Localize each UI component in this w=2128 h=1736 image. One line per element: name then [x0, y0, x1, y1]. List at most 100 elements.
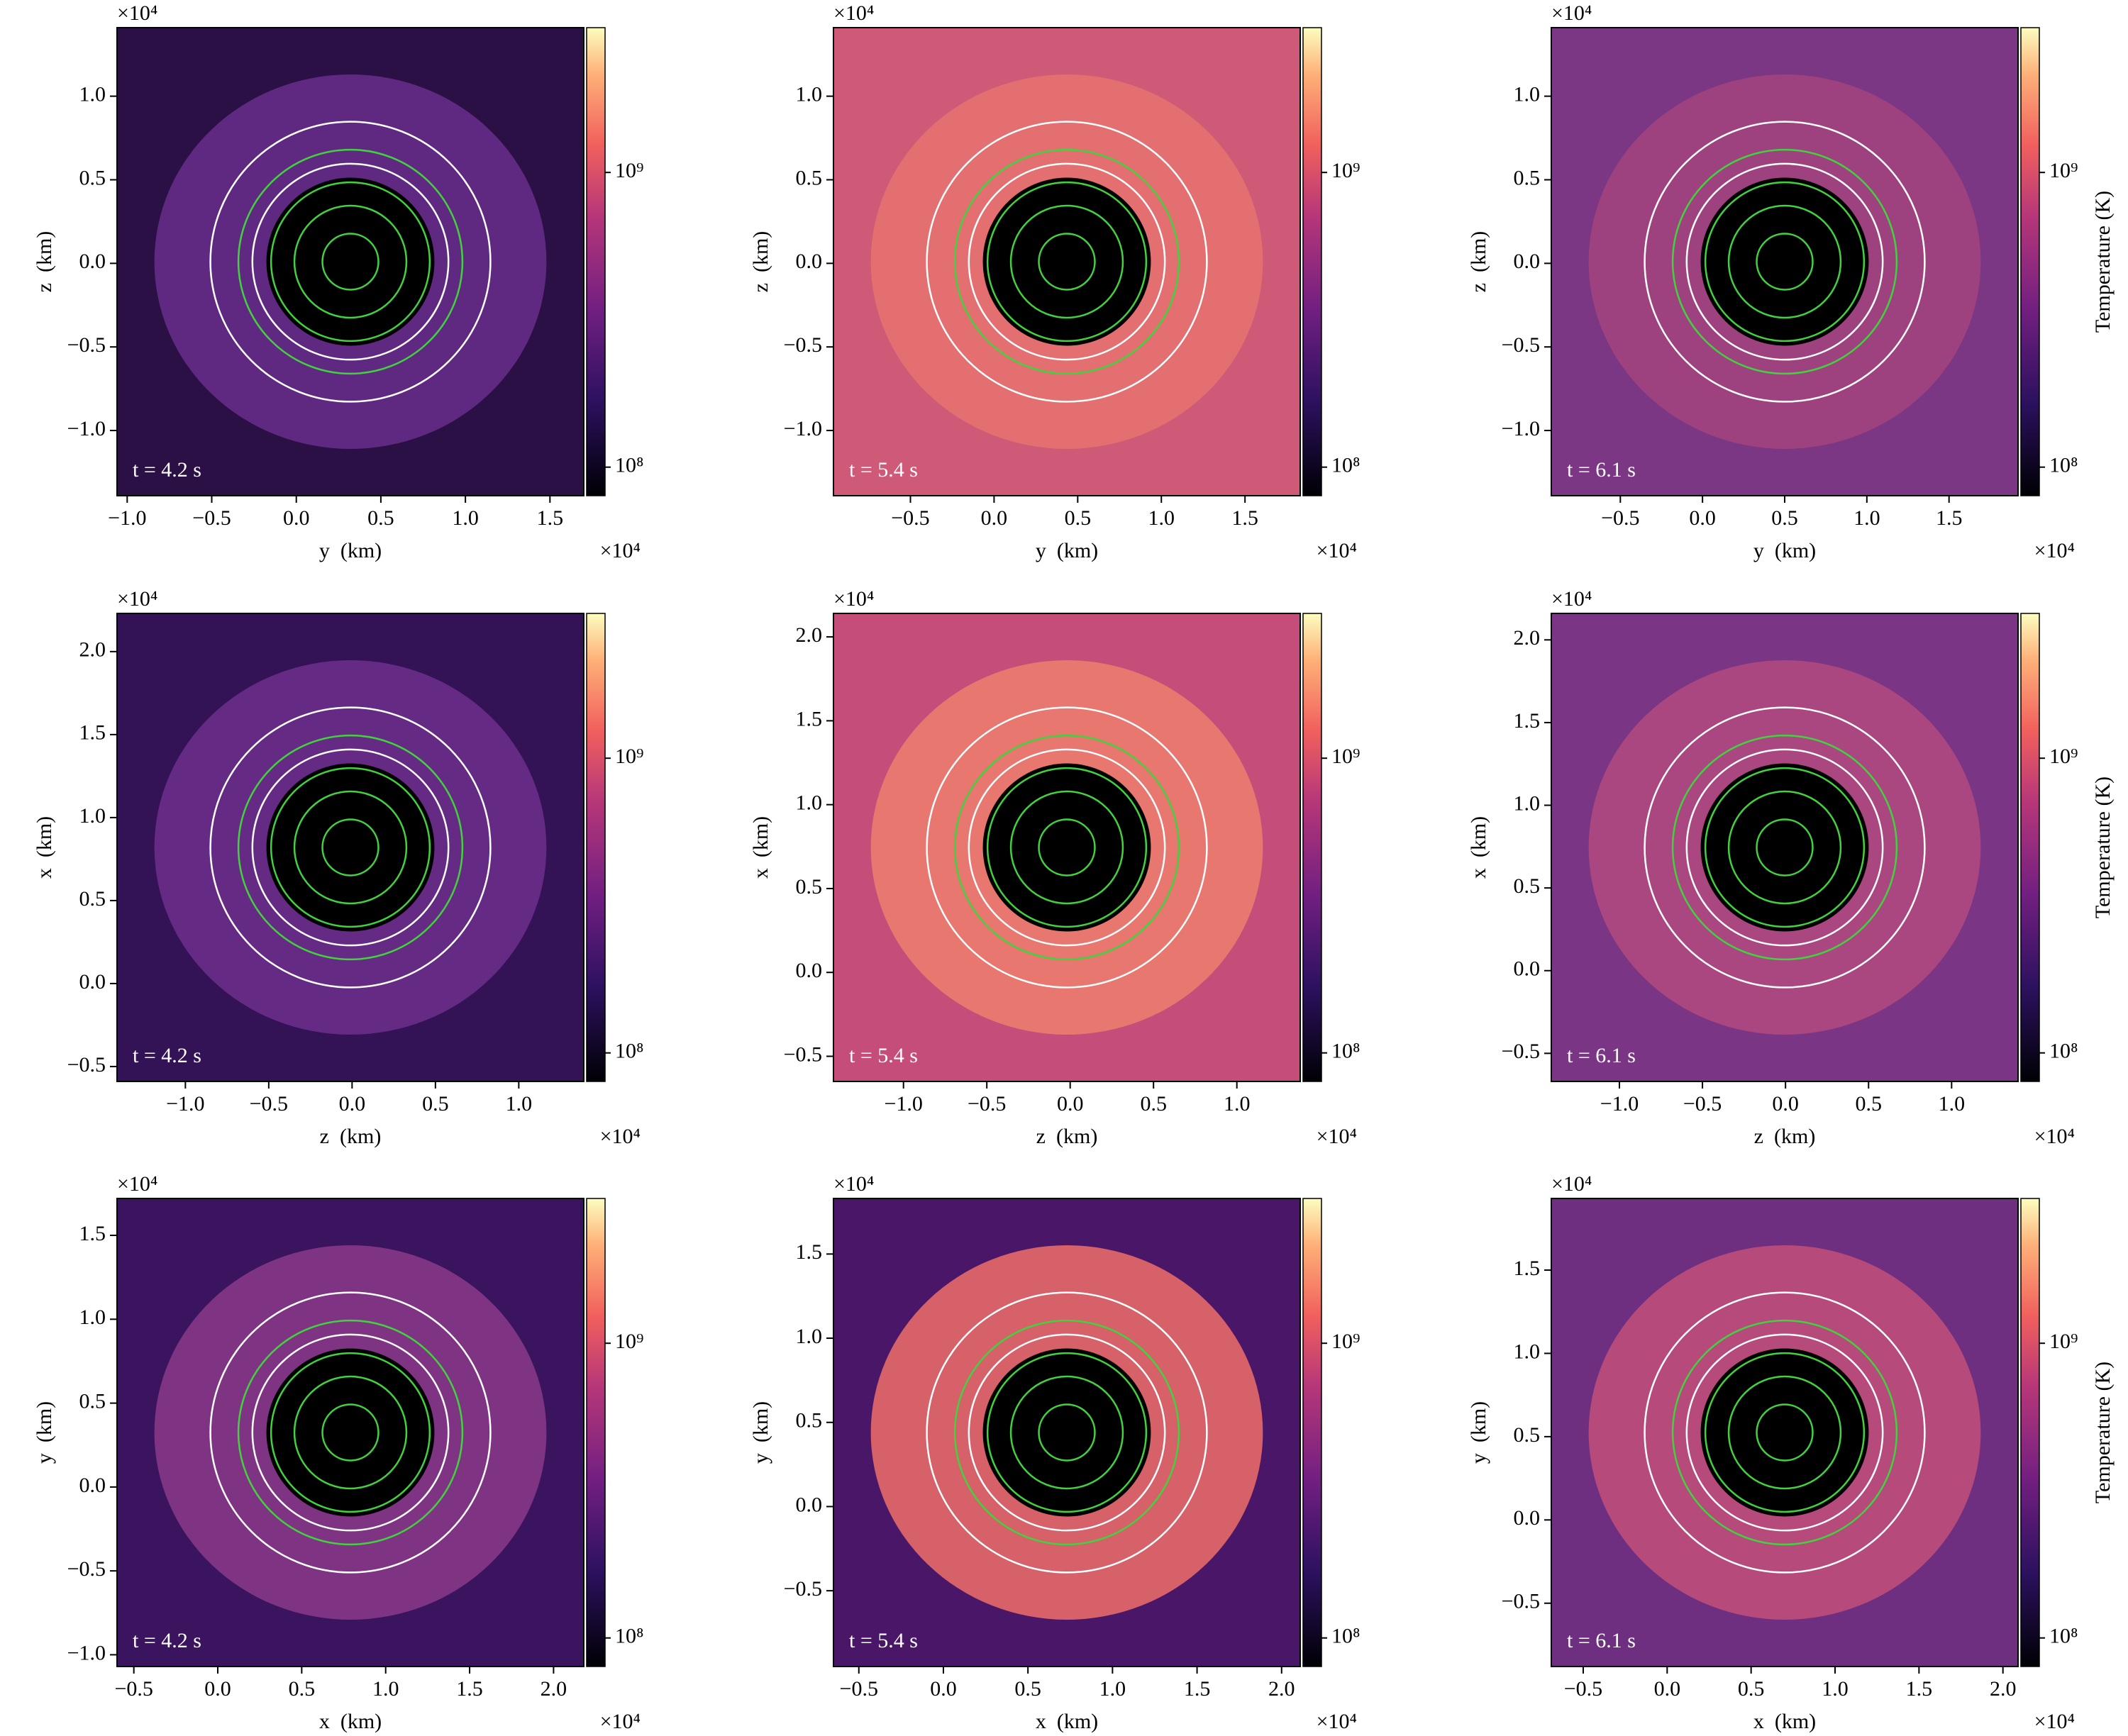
- colorbar: [2020, 27, 2040, 496]
- colorbar: [1302, 1198, 1322, 1667]
- x-tick-label: −0.5: [891, 506, 929, 530]
- y-tick-label: −1.0: [784, 417, 822, 440]
- colorbar-tick-label: 10⁸: [2049, 1040, 2078, 1063]
- plot-frame: [1551, 1198, 2019, 1667]
- x-offset-label: ×10⁴: [600, 539, 641, 562]
- contour: [209, 1291, 492, 1574]
- y-tick-label: 1.0: [1514, 83, 1541, 106]
- x-tick-label: 0.0: [1689, 506, 1716, 530]
- colorbar-label: Temperature (K): [2091, 191, 2115, 333]
- x-tick-label: 0.5: [422, 1092, 449, 1115]
- x-tick-label: 1.5: [537, 506, 564, 530]
- x-tick-label: −1.0: [166, 1092, 204, 1115]
- y-tick-label: −0.5: [1502, 1590, 1540, 1613]
- x-offset-label: ×10⁴: [2034, 539, 2075, 562]
- contour: [237, 734, 464, 961]
- y-tick-label: 0.0: [796, 959, 823, 982]
- colorbar-tick-label: 10⁸: [615, 454, 643, 477]
- y-tick-label: 0.5: [1514, 166, 1541, 189]
- x-tick-label: 0.5: [367, 506, 394, 530]
- colorbar: [2020, 1198, 2040, 1667]
- y-tick-label: 1.0: [796, 83, 823, 106]
- core: [1700, 763, 1869, 932]
- contour: [251, 748, 450, 947]
- colorbar-tick-label: 10⁹: [2049, 1330, 2078, 1353]
- y-tick-label: −0.5: [67, 1053, 106, 1076]
- contour: [1009, 1375, 1124, 1490]
- x-tick-label: 1.0: [1853, 506, 1880, 530]
- x-axis-label: y (km): [319, 539, 382, 562]
- colorbar-tick-label: 10⁹: [2049, 159, 2078, 182]
- contour: [321, 1403, 379, 1462]
- contour: [251, 162, 450, 361]
- plot-frame: [1551, 613, 2019, 1082]
- colorbar: [586, 1198, 606, 1667]
- colorbar-tick-label: 10⁹: [1331, 745, 1360, 768]
- colorbar: [1302, 613, 1322, 1082]
- core: [982, 177, 1151, 346]
- time-annotation: t = 4.2 s: [133, 458, 201, 482]
- contour: [926, 706, 1208, 989]
- colorbar-tick-label: 10⁸: [2049, 1625, 2078, 1648]
- y-axis-label: y (km): [1467, 1401, 1490, 1464]
- y-tick-label: 0.0: [796, 250, 823, 273]
- image: [1551, 28, 2018, 496]
- image: [117, 613, 584, 1081]
- colorbar: [586, 613, 606, 1082]
- x-tick-label: −1.0: [1600, 1092, 1639, 1115]
- y-tick-label: −1.0: [67, 1641, 106, 1664]
- contour: [209, 706, 492, 989]
- y-tick-label: 0.5: [796, 875, 823, 898]
- panel: −1.0 −0.5 0.0 0.5 1.0 −0.5 0.0 0.5 1.0 1.5 2.0 z (k…: [33, 587, 644, 1148]
- x-axis-label: x (km): [1036, 1710, 1098, 1733]
- x-tick-label: 1.0: [372, 1677, 399, 1701]
- contour: [926, 1291, 1208, 1574]
- contour: [1644, 1291, 1926, 1574]
- y-tick-label: 2.0: [79, 638, 106, 662]
- y-offset-label: ×10⁴: [1551, 1172, 1592, 1196]
- y-offset-label: ×10⁴: [833, 1, 874, 25]
- plot-frame: [833, 613, 1301, 1082]
- y-tick-label: −0.5: [784, 1577, 822, 1601]
- contour: [1685, 1333, 1884, 1532]
- x-offset-label: ×10⁴: [1317, 1710, 1357, 1733]
- y-tick-label: 0.0: [1514, 957, 1541, 981]
- colorbar: [1302, 27, 1322, 496]
- y-offset-label: ×10⁴: [117, 1, 157, 25]
- y-tick-label: 2.0: [1514, 626, 1541, 650]
- x-tick-label: 0.5: [1771, 506, 1798, 530]
- contour: [1038, 818, 1096, 877]
- panel: −1.0 −0.5 0.0 0.5 1.0 1.5 −1.0 −0.5 0.0 0.5 1.0 y (…: [33, 1, 644, 562]
- y-tick-label: 1.5: [1514, 1257, 1541, 1280]
- x-tick-label: 0.0: [1057, 1092, 1084, 1115]
- image: [117, 28, 584, 496]
- contour: [1038, 1403, 1096, 1462]
- y-tick-label: −0.5: [784, 333, 822, 357]
- colorbar-tick-label: 10⁸: [2049, 454, 2078, 477]
- contour: [953, 148, 1180, 375]
- x-axis-label: z (km): [1036, 1125, 1098, 1148]
- contour: [1009, 790, 1124, 905]
- contour: [1038, 233, 1096, 291]
- core: [266, 763, 435, 932]
- x-tick-label: 2.0: [541, 1677, 567, 1701]
- y-axis-label: y (km): [749, 1401, 772, 1464]
- y-tick-label: 0.0: [79, 970, 106, 994]
- x-offset-label: ×10⁴: [2034, 1710, 2075, 1733]
- colorbar-tick-label: 10⁹: [615, 1330, 643, 1353]
- x-tick-label: 0.0: [1654, 1677, 1681, 1701]
- x-tick-label: −1.0: [884, 1092, 922, 1115]
- plot-frame: [833, 1198, 1301, 1667]
- y-tick-label: −0.5: [1502, 333, 1540, 357]
- contour: [1756, 233, 1814, 291]
- y-tick-label: 1.5: [796, 1240, 823, 1264]
- panel: −1.0 −0.5 0.0 0.5 1.0 −0.5 0.0 0.5 1.0 1.5 2.0 z (k…: [749, 587, 1361, 1148]
- y-tick-label: −1.0: [1502, 417, 1540, 440]
- x-tick-label: −0.5: [1564, 1677, 1602, 1701]
- x-axis-label: z (km): [1754, 1125, 1816, 1148]
- x-axis-label: x (km): [319, 1710, 382, 1733]
- x-tick-label: 1.0: [506, 1092, 533, 1115]
- contour: [251, 1333, 450, 1532]
- contour: [1756, 1403, 1814, 1462]
